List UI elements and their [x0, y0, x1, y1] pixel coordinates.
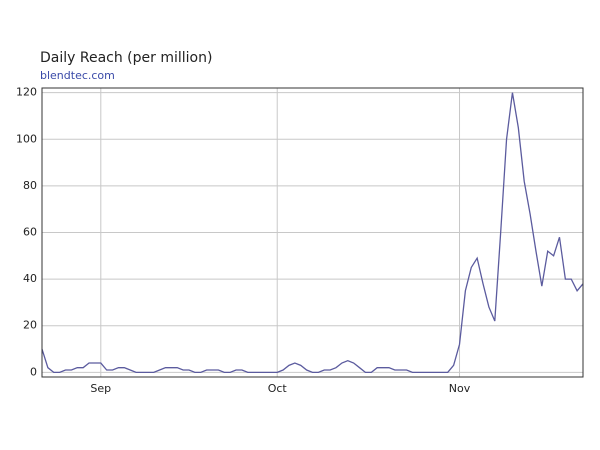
chart-title: Daily Reach (per million)	[40, 50, 212, 66]
y-tick-label: 20	[23, 319, 37, 332]
x-tick-label: Sep	[90, 382, 111, 395]
y-tick-label: 0	[30, 365, 37, 378]
x-tick-label: Oct	[268, 382, 288, 395]
plot-frame	[41, 87, 584, 378]
y-tick-label: 80	[23, 179, 37, 192]
y-tick-label: 120	[16, 86, 37, 99]
y-tick-label: 100	[16, 132, 37, 145]
y-tick-label: 60	[23, 226, 37, 239]
chart-subtitle: blendtec.com	[40, 69, 115, 82]
data-line	[41, 92, 584, 373]
x-tick-label: Nov	[449, 382, 471, 395]
y-tick-label: 40	[23, 272, 37, 285]
